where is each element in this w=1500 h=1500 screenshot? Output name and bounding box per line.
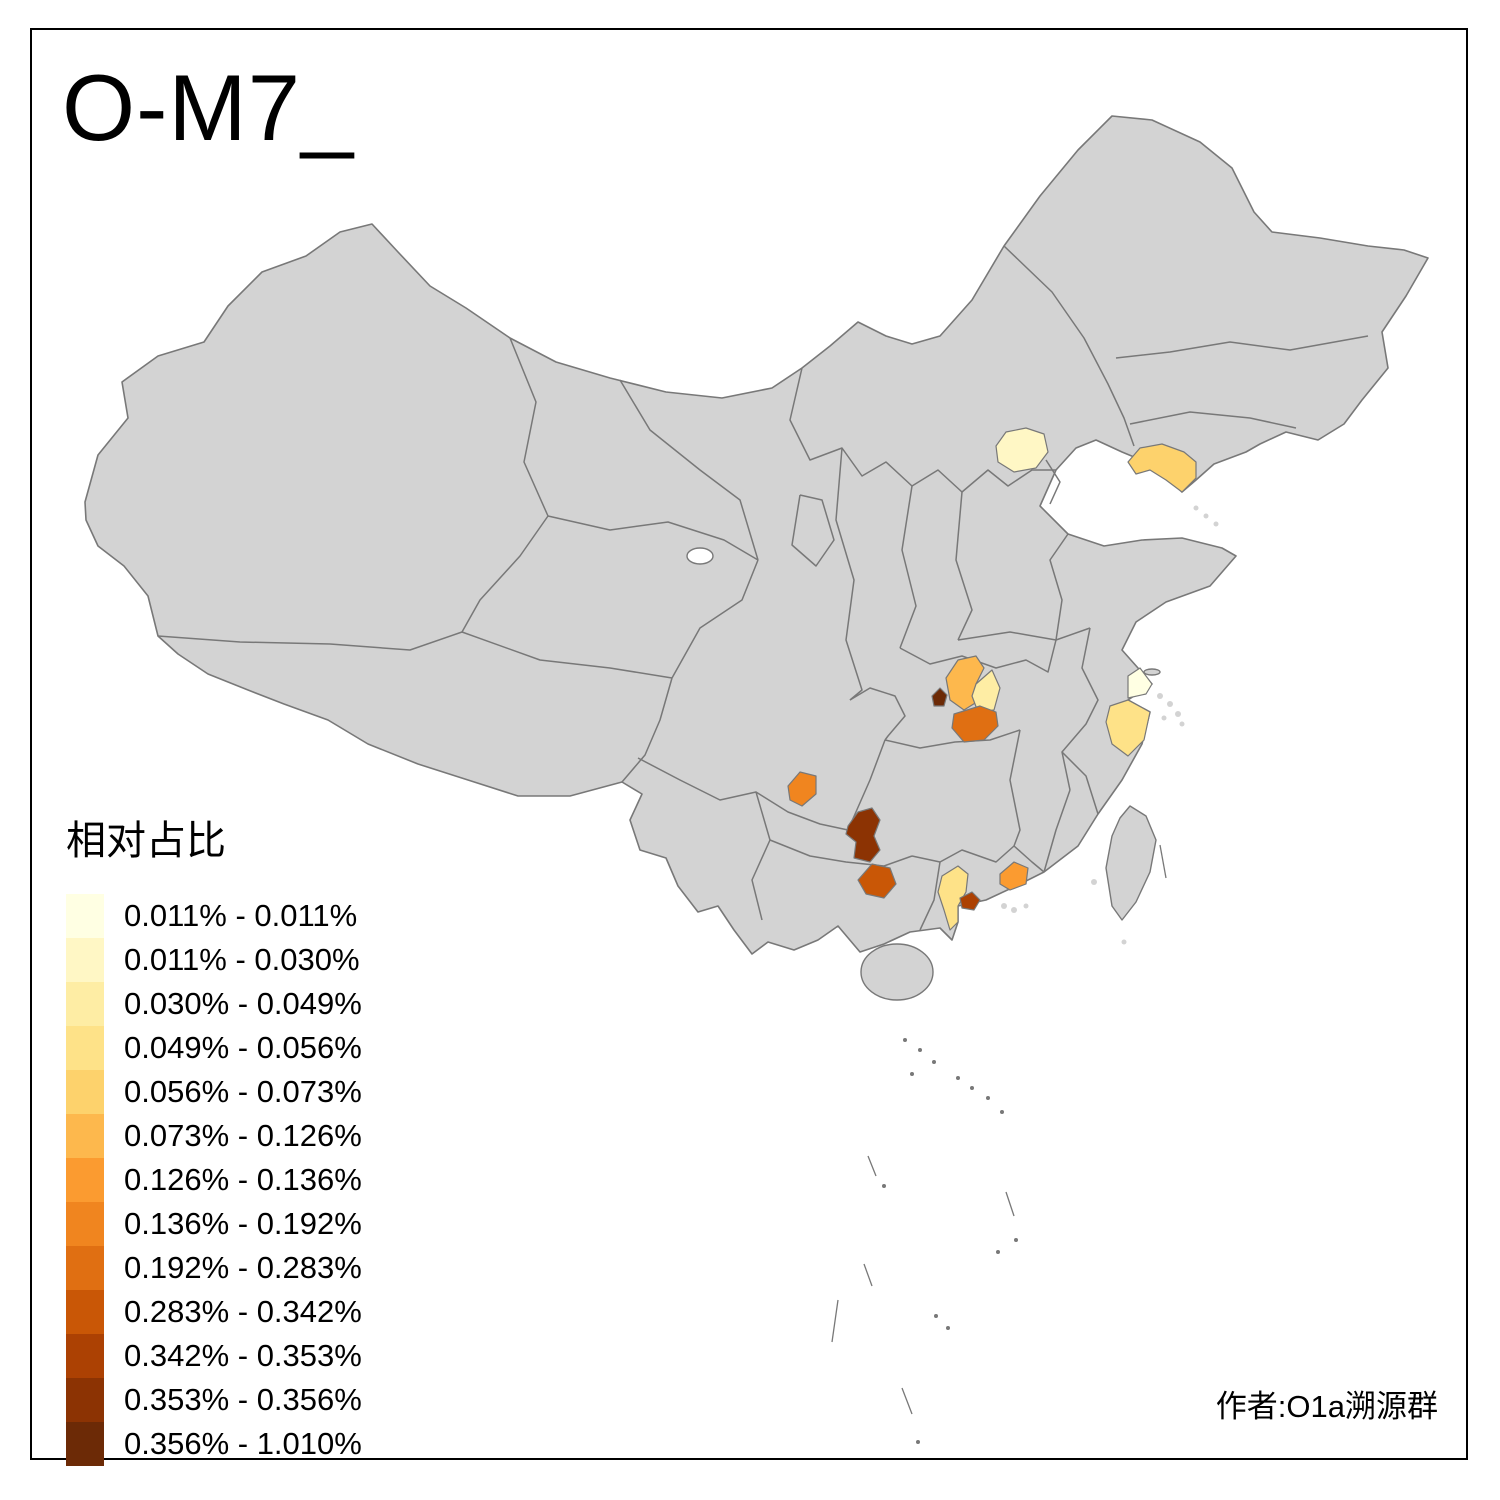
- legend-swatch: [66, 1378, 104, 1422]
- legend-label: 0.011% - 0.030%: [124, 942, 360, 977]
- legend-item: 0.030% - 0.049%: [66, 982, 362, 1026]
- region-central-hubei-area: [971, 669, 1001, 713]
- region-central-guizhou-area: [845, 807, 881, 863]
- south-china-sea-features: [831, 844, 1167, 1444]
- legend-label: 0.073% - 0.126%: [124, 1118, 362, 1153]
- region-shanghai-area: [1127, 667, 1153, 699]
- legend-item: 0.056% - 0.073%: [66, 1070, 362, 1114]
- legend-label: 0.056% - 0.073%: [124, 1074, 362, 1109]
- region-coastal-guangdong-small-area: [959, 891, 981, 911]
- legend-swatch: [66, 1158, 104, 1202]
- legend-label: 0.283% - 0.342%: [124, 1294, 362, 1329]
- legend-title: 相对占比: [66, 819, 226, 863]
- qinghai-lake: [686, 547, 714, 565]
- region-west-hubei-small-area: [931, 687, 948, 707]
- legend-item: 0.192% - 0.283%: [66, 1246, 362, 1290]
- legend-label: 0.353% - 0.356%: [124, 1382, 362, 1417]
- legend-swatch: [66, 1290, 104, 1334]
- legend-item: 0.011% - 0.011%: [66, 894, 362, 938]
- colored-regions: [787, 427, 1197, 931]
- legend-item: 0.342% - 0.353%: [66, 1334, 362, 1378]
- region-south-hubei-area: [951, 705, 999, 743]
- mainland-group: [84, 115, 1429, 955]
- legend-swatch: [66, 1026, 104, 1070]
- legend-swatch: [66, 1070, 104, 1114]
- legend-item: 0.136% - 0.192%: [66, 1202, 362, 1246]
- legend-swatch: [66, 1422, 104, 1466]
- mainland-outline: [84, 115, 1429, 955]
- legend-label: 0.136% - 0.192%: [124, 1206, 362, 1241]
- attribution-text: 作者:O1a溯源群: [1215, 1389, 1438, 1424]
- legend-label: 0.011% - 0.011%: [124, 898, 358, 933]
- legend-rows: 0.011% - 0.011% 0.011% - 0.030% 0.030% -…: [66, 894, 362, 1466]
- coastal-islets: [1001, 505, 1219, 945]
- chart-title: O-M7_: [62, 55, 355, 160]
- legend-item: 0.356% - 1.010%: [66, 1422, 362, 1466]
- province-borders: [157, 245, 1369, 931]
- legend-item: 0.126% - 0.136%: [66, 1158, 362, 1202]
- chongming-islet: [1143, 668, 1161, 676]
- legend-label: 0.356% - 1.010%: [124, 1426, 362, 1461]
- legend-label: 0.192% - 0.283%: [124, 1250, 362, 1285]
- legend-item: 0.283% - 0.342%: [66, 1290, 362, 1334]
- legend-swatch: [66, 1114, 104, 1158]
- legend: 相对占比 0.011% - 0.011% 0.011% - 0.030% 0.0…: [66, 808, 362, 1466]
- region-east-guangdong-chaoshan-area: [999, 861, 1029, 891]
- taiwan-island: [1105, 805, 1157, 921]
- islands-and-sea-features: [686, 505, 1219, 1444]
- legend-label: 0.342% - 0.353%: [124, 1338, 362, 1373]
- region-south-liaoning-dalian-area: [1127, 443, 1197, 493]
- hainan-island: [860, 943, 934, 1001]
- legend-swatch: [66, 1334, 104, 1378]
- legend-label: 0.049% - 0.056%: [124, 1030, 362, 1065]
- region-north-zhejiang-area: [1105, 699, 1151, 757]
- legend-item: 0.049% - 0.056%: [66, 1026, 362, 1070]
- legend-label: 0.030% - 0.049%: [124, 986, 362, 1021]
- legend-swatch: [66, 938, 104, 982]
- legend-swatch: [66, 894, 104, 938]
- region-north-guangxi-area: [857, 863, 897, 899]
- region-beijing-area: [995, 427, 1049, 473]
- legend-swatch: [66, 1246, 104, 1290]
- legend-item: 0.073% - 0.126%: [66, 1114, 362, 1158]
- legend-label: 0.126% - 0.136%: [124, 1162, 362, 1197]
- region-southwest-guangdong-leizhou-area: [937, 865, 969, 931]
- legend-item: 0.011% - 0.030%: [66, 938, 362, 982]
- legend-swatch: [66, 982, 104, 1026]
- legend-item: 0.353% - 0.356%: [66, 1378, 362, 1422]
- region-west-guizhou-area: [787, 771, 817, 807]
- legend-swatch: [66, 1202, 104, 1246]
